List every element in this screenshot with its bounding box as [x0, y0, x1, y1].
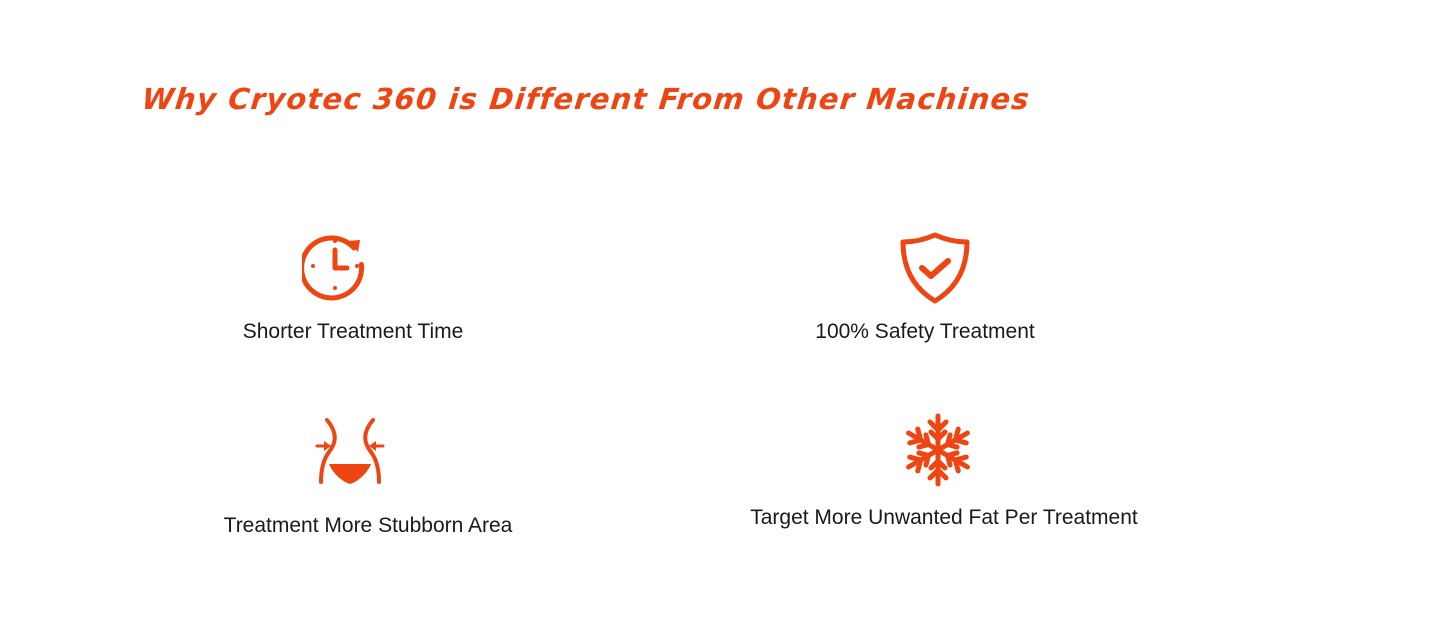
feature-stubborn-area: Treatment More Stubborn Area [128, 418, 608, 538]
feature-shorter-treatment-time: Shorter Treatment Time [113, 232, 593, 344]
clock-icon [302, 235, 365, 301]
feature-safety-treatment: 100% Safety Treatment [685, 232, 1165, 344]
feature-unwanted-fat: Target More Unwanted Fat Per Treatment [704, 412, 1184, 530]
snowflake-icon [901, 413, 975, 488]
feature-label: 100% Safety Treatment [815, 320, 1035, 343]
waist-slim-icon [315, 418, 385, 484]
shield-check-icon [900, 232, 970, 304]
feature-label: Shorter Treatment Time [242, 320, 464, 343]
feature-label: Treatment More Stubborn Area [223, 514, 513, 537]
page-title: Why Cryotec 360 is Different From Other … [140, 82, 1032, 116]
feature-label: Target More Unwanted Fat Per Treatment [750, 506, 1138, 529]
